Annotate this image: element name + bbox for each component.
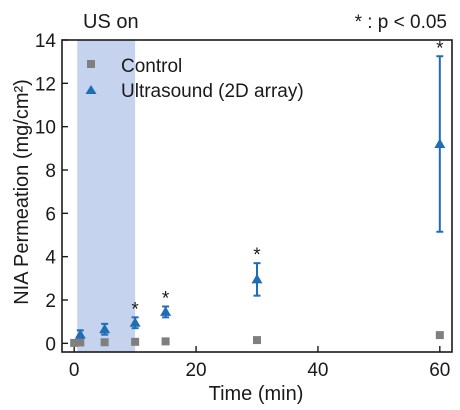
- us-on-label: US on: [83, 11, 139, 33]
- data-point-ultrasound: [129, 317, 141, 327]
- legend-marker-ultrasound: [85, 85, 97, 94]
- y-tick-label: 4: [45, 248, 56, 269]
- data-points: [70, 138, 446, 347]
- data-point-ultrasound: [74, 329, 86, 339]
- significance-star: *: [436, 38, 444, 59]
- significance-star: *: [253, 245, 261, 266]
- data-point-ultrasound: [160, 306, 172, 316]
- x-tick-label: 60: [429, 360, 450, 381]
- legend-marker-control: [87, 60, 95, 68]
- data-point-ultrasound: [99, 323, 111, 334]
- significance-star: *: [162, 289, 170, 310]
- data-point-control: [100, 338, 109, 347]
- y-tick-label: 10: [35, 118, 56, 139]
- y-axis-label: NIA Permeation (mg/cm²): [11, 79, 33, 305]
- y-tick-label: 6: [45, 204, 56, 225]
- x-axis-label: Time (min): [209, 383, 304, 405]
- y-tick-label: 0: [45, 334, 56, 355]
- data-point-ultrasound: [251, 273, 263, 284]
- x-tick-label: 0: [69, 360, 80, 381]
- data-point-control: [76, 338, 85, 347]
- legend: Control Ultrasound (2D array): [85, 56, 304, 102]
- significance-star: *: [131, 299, 139, 320]
- y-tick-label: 12: [35, 74, 56, 95]
- axis-ticks: 0 20 40 60 0 2 4 6 8 10 12 14: [35, 31, 451, 381]
- data-point-control: [253, 336, 261, 345]
- x-tick-label: 20: [185, 360, 206, 381]
- significance-markers: * * * *: [131, 38, 444, 320]
- legend-label-control: Control: [121, 56, 182, 77]
- data-point-control: [131, 337, 140, 346]
- significance-note: * : p < 0.05: [355, 12, 447, 33]
- y-tick-label: 8: [45, 161, 56, 182]
- data-point-control: [70, 338, 79, 347]
- plot-frame: [61, 39, 453, 353]
- data-point-ultrasound: [434, 138, 446, 148]
- data-point-control: [435, 331, 444, 340]
- data-point-control: [161, 337, 170, 346]
- x-tick-label: 40: [307, 360, 328, 381]
- y-tick-label: 2: [45, 291, 56, 312]
- legend-label-ultrasound: Ultrasound (2D array): [121, 81, 304, 102]
- y-tick-label: 14: [35, 31, 57, 52]
